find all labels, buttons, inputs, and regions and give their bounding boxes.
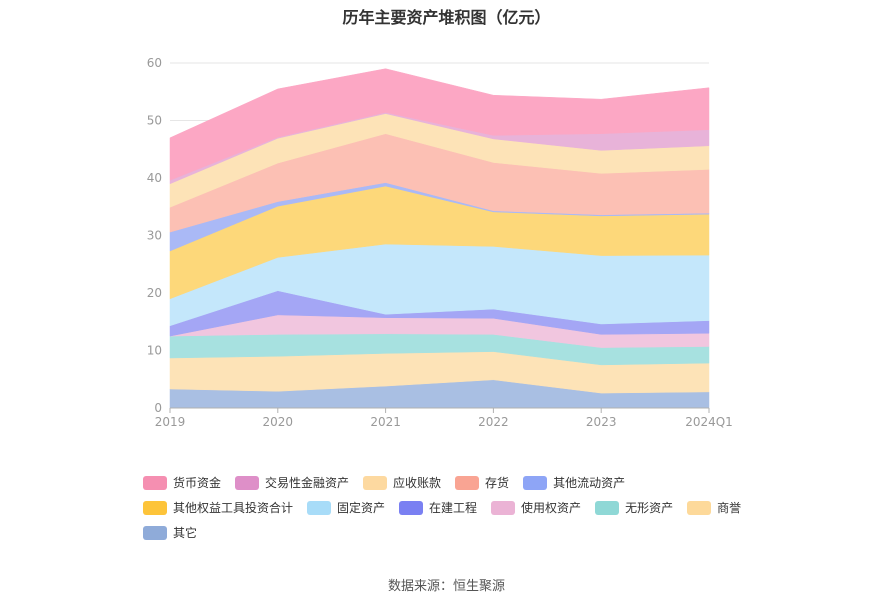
x-tick-label: 2020 [263,415,294,429]
legend-swatch [491,500,516,515]
legend-item[interactable]: 其他流动资产 [523,470,625,495]
stacked-area-chart: 0 10 20 30 40 50 60 2019 2020 2021 2022 2023 2024Q1 [147,56,733,429]
legend-swatch [363,475,388,490]
legend-swatch [235,475,260,490]
legend-label: 交易性金融资产 [265,476,350,490]
legend-item[interactable]: 货币资金 [143,470,221,495]
legend-swatch [455,475,480,490]
legend-item[interactable]: 其它 [143,520,197,545]
y-tick-label: 50 [147,114,162,128]
legend-swatch [307,500,332,515]
area-series-11[interactable] [169,68,710,181]
legend-label: 在建工程 [429,501,478,515]
legend: 货币资金 交易性金融资产 应收账款 存货 其他流动资产其他权益工具投资合计 固定资产 在建工… [143,470,783,545]
x-tick-label: 2023 [586,415,617,429]
legend-swatch [143,525,167,540]
y-tick-label: 20 [147,286,162,300]
legend-label: 无形资产 [625,501,674,515]
legend-item[interactable]: 使用权资产 [491,495,581,520]
legend-label: 存货 [485,476,510,490]
legend-swatch [523,475,548,490]
legend-swatch [143,475,167,490]
legend-label: 其他流动资产 [553,476,626,490]
legend-label: 商誉 [717,501,742,515]
legend-item[interactable]: 存货 [455,470,509,495]
legend-item[interactable]: 固定资产 [307,495,385,520]
chart-title: 历年主要资产堆积图（亿元） [342,8,551,27]
legend-swatch [143,500,167,515]
legend-label: 其他权益工具投资合计 [173,501,294,515]
x-tick-label: 2019 [155,415,186,429]
legend-swatch [687,500,712,515]
legend-label: 应收账款 [393,476,442,490]
legend-item[interactable]: 其他权益工具投资合计 [143,495,293,520]
axes: 0 10 20 30 40 50 60 2019 2020 2021 2022 2023 2024Q1 [147,56,733,429]
legend-item[interactable]: 在建工程 [399,495,477,520]
x-tick-label: 2024Q1 [685,415,733,429]
legend-swatch [399,500,424,515]
y-tick-label: 30 [147,229,162,243]
legend-item[interactable]: 商誉 [687,495,741,520]
x-tick-label: 2022 [478,415,509,429]
x-tick-label: 2021 [370,415,401,429]
legend-item[interactable]: 应收账款 [363,470,441,495]
y-tick-label: 10 [147,344,162,358]
legend-label: 使用权资产 [521,501,582,515]
y-tick-label: 60 [147,56,162,70]
source-note: 数据来源：恒生聚源 [387,579,505,594]
legend-label: 固定资产 [337,501,386,515]
y-tick-label: 40 [147,171,162,185]
legend-label: 其它 [173,526,198,540]
y-tick-label: 0 [154,401,162,415]
legend-item[interactable]: 交易性金融资产 [235,470,349,495]
legend-swatch [595,500,620,515]
area-series [169,68,710,409]
legend-item[interactable]: 无形资产 [595,495,673,520]
legend-label: 货币资金 [173,476,222,490]
